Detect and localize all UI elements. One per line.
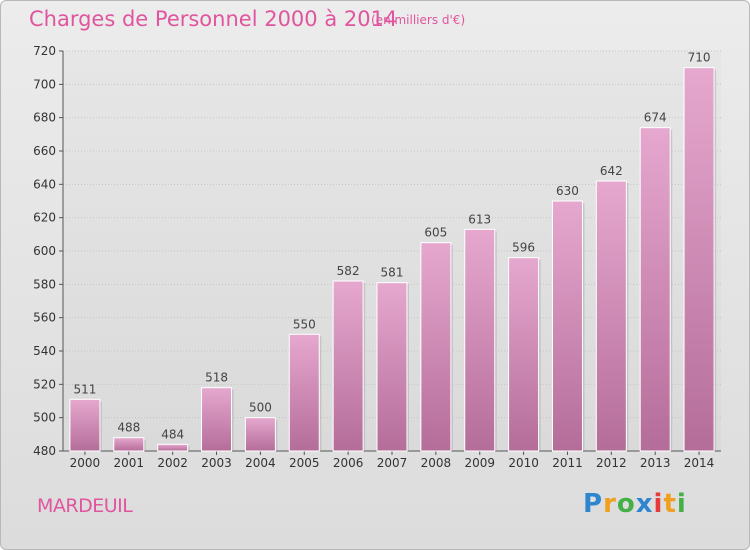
- x-tick-label-2001: 2001: [114, 456, 145, 470]
- chart-subtitle: (en milliers d'€): [371, 13, 466, 27]
- bar-2008: [420, 242, 452, 452]
- bar-2009: [464, 228, 496, 452]
- bar-2004: [244, 417, 276, 452]
- y-tick-label: 500: [33, 411, 56, 425]
- chart-title: Charges de Personnel 2000 à 2014: [29, 7, 398, 31]
- y-tick-label: 520: [33, 377, 56, 391]
- data-label-2008: 605: [424, 226, 447, 240]
- data-label-2004: 500: [249, 401, 272, 415]
- x-tick-label-2004: 2004: [245, 456, 276, 470]
- y-tick-label: 580: [33, 277, 56, 291]
- bar-2003: [201, 387, 233, 452]
- proxiti-logo: Proxiti: [583, 489, 687, 519]
- x-tick-label-2006: 2006: [333, 456, 364, 470]
- x-tick-label-2010: 2010: [508, 456, 539, 470]
- bar-2014: [683, 67, 715, 452]
- x-tick-label-2007: 2007: [377, 456, 408, 470]
- x-tick-label-2005: 2005: [289, 456, 320, 470]
- data-label-2014: 710: [688, 51, 711, 65]
- y-tick-label: 480: [33, 444, 56, 458]
- y-tick-label: 660: [33, 144, 56, 158]
- bar-2013: [639, 127, 671, 452]
- x-tick-label-2011: 2011: [552, 456, 583, 470]
- bar-2000: [69, 398, 101, 452]
- x-tick-label-2014: 2014: [684, 456, 715, 470]
- bar-2002: [157, 443, 189, 452]
- x-tick-label-2008: 2008: [421, 456, 452, 470]
- bar-2010: [508, 257, 540, 452]
- y-tick-label: 640: [33, 177, 56, 191]
- x-tick-label-2000: 2000: [70, 456, 101, 470]
- bar-2006: [332, 280, 364, 452]
- x-tick-label-2003: 2003: [201, 456, 232, 470]
- x-tick-label-2009: 2009: [464, 456, 495, 470]
- place-name: MARDEUIL: [37, 495, 133, 517]
- data-label-2010: 596: [512, 241, 535, 255]
- data-label-2002: 484: [161, 427, 184, 441]
- data-label-2013: 674: [644, 111, 667, 125]
- bar-2011: [551, 200, 583, 452]
- y-tick-label: 720: [33, 44, 56, 58]
- y-tick-label: 700: [33, 77, 56, 91]
- data-label-2012: 642: [600, 164, 623, 178]
- data-label-2000: 511: [73, 382, 96, 396]
- bar-2012: [595, 180, 627, 452]
- data-label-2005: 550: [293, 317, 316, 331]
- x-tick-label-2013: 2013: [640, 456, 671, 470]
- y-tick-label: 600: [33, 244, 56, 258]
- data-label-2001: 488: [117, 421, 140, 435]
- data-label-2011: 630: [556, 184, 579, 198]
- y-tick-label: 620: [33, 211, 56, 225]
- y-tick-label: 540: [33, 344, 56, 358]
- y-tick-label: 560: [33, 311, 56, 325]
- x-tick-label-2012: 2012: [596, 456, 627, 470]
- x-tick-label-2002: 2002: [157, 456, 188, 470]
- data-label-2003: 518: [205, 371, 228, 385]
- data-label-2009: 613: [468, 212, 491, 226]
- y-tick-label: 680: [33, 111, 56, 125]
- bar-2007: [376, 282, 408, 452]
- data-label-2006: 582: [337, 264, 360, 278]
- bar-2001: [113, 437, 145, 452]
- data-label-2007: 581: [381, 266, 404, 280]
- bar-2005: [288, 333, 320, 452]
